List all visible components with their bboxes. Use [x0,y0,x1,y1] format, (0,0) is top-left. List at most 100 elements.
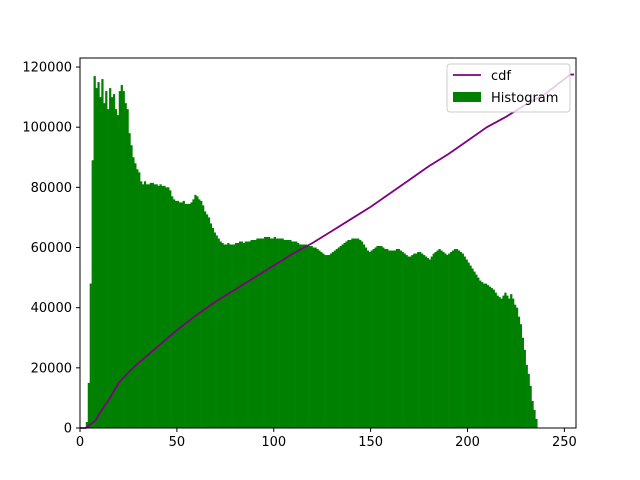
histogram-bar [424,256,428,428]
histogram-bar [238,241,242,428]
histogram-bar [219,241,222,428]
histogram-bar [223,244,226,428]
histogram-bar [436,250,439,428]
histogram-bar [473,271,476,428]
histogram-bar [145,184,149,428]
histogram-bar [103,103,106,429]
histogram-bar [304,244,307,428]
histogram-bar [161,185,164,428]
histogram-bar [465,259,468,428]
histogram-bar [461,253,464,428]
histogram-bar [85,421,89,428]
histogram-bar [372,249,375,428]
histogram-bar [169,190,172,428]
histogram-bar [326,255,329,428]
histogram-bar [312,247,315,428]
histogram-bar [215,235,218,428]
histogram-bar [130,145,133,429]
histogram-bar [457,250,461,428]
y-tick-label: 120000 [22,61,72,76]
histogram-bar [442,252,445,428]
histogram-bar [384,249,387,428]
histogram-bar [281,238,284,428]
histogram-bar [231,244,234,428]
histogram-bar [194,194,197,428]
histogram-bar [153,184,156,428]
histogram-bar [279,238,282,428]
histogram-bar [171,196,174,428]
histogram-bar [300,244,304,428]
histogram-bar [235,243,238,428]
histogram-bar [333,250,337,428]
histogram-bar [188,203,191,428]
histogram-bar [132,157,135,428]
histogram-bar [147,184,151,428]
histogram-bar [124,103,127,429]
histogram-bar [388,250,391,428]
histogram-bar [93,76,96,429]
x-tick-label: 0 [76,435,84,450]
histogram-bar [298,244,302,428]
histogram-bar [492,289,495,428]
histogram-bar [277,238,280,428]
histogram-bar [244,241,247,428]
histogram-bar [411,255,414,428]
histogram-bar [409,256,412,428]
y-axis: 0 20000 40000 60000 80000 100000 120000 [22,61,80,437]
histogram-bar [339,246,342,428]
histogram-bar [99,97,102,429]
histogram-bar [178,202,182,428]
histogram-bar [444,253,447,428]
legend-histogram-label: Histogram [491,91,558,106]
histogram-bar [122,91,125,428]
histogram-bar [120,85,123,428]
histogram-bar [314,247,317,428]
histogram-bar [136,169,139,429]
histogram-bar [446,255,449,428]
histogram-bar [486,285,490,428]
histogram-bar [440,250,443,428]
histogram-bar [438,249,441,428]
x-tick-label: 50 [169,435,186,450]
histogram-bar [329,253,333,428]
histogram-bar [337,247,340,428]
histogram-bar [213,232,216,428]
histogram-bar [184,203,187,428]
histogram-bar [225,244,228,428]
histogram-bar [291,241,294,428]
y-tick-label: 80000 [31,181,72,196]
histogram-bar [359,239,362,428]
histogram-bar [455,249,459,428]
histogram-bar [360,241,364,428]
histogram-bar [390,250,393,428]
histogram-bar [450,252,453,428]
histogram-bar [289,239,292,428]
histogram-bar [380,246,383,428]
histogram-bar [407,256,410,428]
histogram-bar [318,250,321,428]
histogram-bar [205,214,209,428]
histogram-bar [233,244,236,428]
histogram-bar [417,252,420,428]
histogram-bar [155,184,158,428]
histogram-bar [413,253,416,428]
histogram-bar [345,241,348,428]
histogram-bar [328,255,331,428]
histogram-bar [322,253,325,428]
histogram-bar [204,211,207,428]
histogram-bar [229,244,232,428]
histogram-bar [306,246,309,428]
histogram-bar [273,236,276,428]
histogram-bar [266,236,269,428]
histogram-bar [469,265,472,428]
histogram-bar [95,88,98,428]
legend-cdf-label: cdf [491,69,511,84]
histogram-bar [287,239,290,428]
histogram-bar [109,88,112,428]
histogram-bar [297,243,300,428]
histogram-bar [364,247,368,428]
histogram-bar [506,295,509,428]
histogram-bar [267,236,271,428]
histogram-bar [467,262,470,428]
histogram-bar [142,184,145,428]
